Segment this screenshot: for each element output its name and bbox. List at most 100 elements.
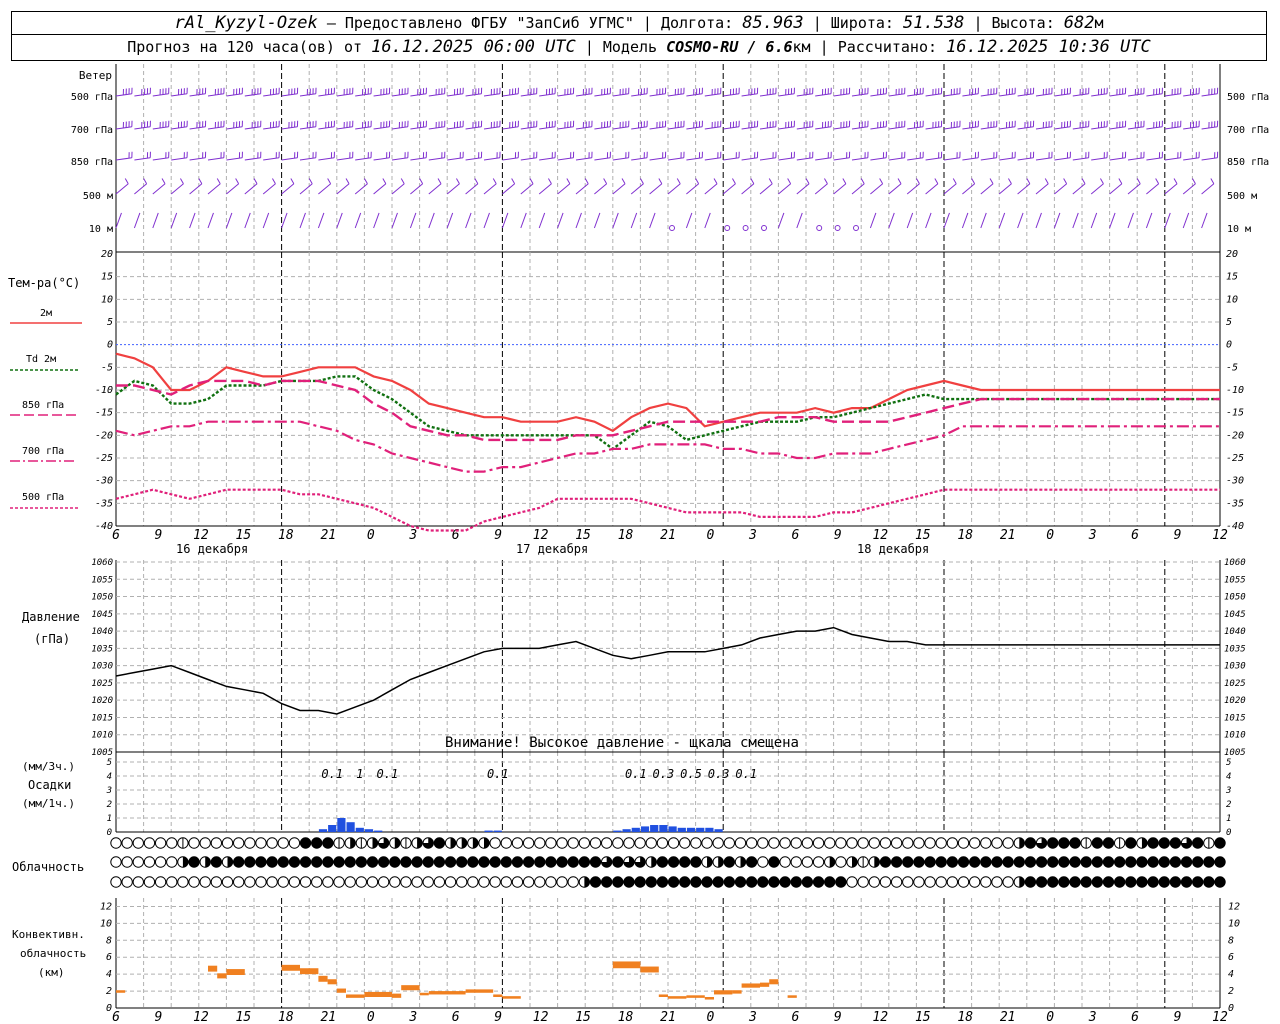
cloud-symbol bbox=[467, 856, 479, 868]
cloud-symbol bbox=[143, 876, 156, 888]
wind-barb bbox=[1054, 183, 1067, 195]
cloud-symbol bbox=[244, 856, 256, 868]
cloud-symbol bbox=[679, 876, 691, 888]
model-name: COSMO-RU / 6.6 bbox=[666, 38, 793, 56]
cloud-symbol-fill bbox=[378, 837, 389, 849]
y-tick-pressure: 1015 bbox=[91, 713, 113, 723]
y-tick-conv: 0 bbox=[106, 1003, 112, 1014]
conv-bar bbox=[787, 995, 797, 998]
wind-barb bbox=[336, 183, 350, 195]
cloud-symbol bbox=[890, 876, 903, 888]
legend-850: 850 гПа bbox=[22, 400, 64, 411]
cloud-symbol bbox=[1035, 856, 1048, 868]
conv-bar bbox=[281, 964, 300, 971]
precip-total-label: 0.5 bbox=[680, 767, 702, 781]
cloud-symbol bbox=[1058, 856, 1070, 868]
cloud-symbol bbox=[757, 876, 769, 888]
conv-bar bbox=[658, 994, 668, 997]
wind-feather bbox=[216, 178, 221, 184]
wind-level-500hpa: 500 гПа bbox=[71, 92, 113, 103]
precip-bar bbox=[631, 827, 640, 832]
wind-barb bbox=[759, 183, 773, 195]
cloud-symbol bbox=[1080, 856, 1092, 868]
series-t2m bbox=[115, 352, 1220, 433]
cloud-symbol bbox=[701, 837, 713, 849]
cloud-symbol bbox=[489, 876, 501, 888]
y-tick-precip: 1 bbox=[107, 814, 112, 824]
cloud-symbol bbox=[812, 856, 825, 868]
conv-bar bbox=[116, 990, 126, 993]
conv-title-2: облачность bbox=[20, 947, 86, 960]
forecast-label: Прогноз на 120 часа(ов) от bbox=[127, 38, 363, 56]
y-tick-temp-right: 20 bbox=[1226, 249, 1238, 260]
cloud-symbol bbox=[255, 837, 267, 849]
wind-barb bbox=[520, 212, 527, 229]
cloud-symbol bbox=[355, 856, 368, 868]
wind-barb bbox=[649, 183, 663, 195]
wind-barb bbox=[428, 212, 435, 229]
wind-barb bbox=[612, 212, 619, 229]
wind-barb bbox=[1053, 212, 1061, 229]
y-tick-temp: -40 bbox=[95, 521, 113, 532]
y-tick-temp-right: 0 bbox=[1226, 340, 1232, 351]
x-tick-temp: 15 bbox=[915, 528, 931, 543]
conv-bar bbox=[502, 996, 521, 999]
wind-barb bbox=[170, 212, 178, 229]
cloud-symbol bbox=[232, 837, 245, 849]
y-tick-pressure-right: 1030 bbox=[1224, 662, 1246, 672]
cloud-symbol bbox=[1203, 856, 1215, 868]
cloud-symbol bbox=[400, 876, 412, 888]
x-tick-temp: 21 bbox=[1000, 528, 1016, 543]
x-tick-conv: 15 bbox=[575, 1010, 591, 1024]
cloud-symbol bbox=[701, 876, 713, 888]
wind-barb bbox=[225, 212, 233, 229]
cloud-symbol-fill bbox=[852, 856, 858, 868]
x-tick-conv: 15 bbox=[915, 1010, 931, 1024]
wind-barb bbox=[391, 183, 405, 195]
wind-barb bbox=[281, 183, 295, 195]
wind-barb bbox=[888, 212, 895, 229]
wind-feather bbox=[529, 178, 534, 184]
cloud-symbol bbox=[1035, 876, 1048, 888]
cloud-symbol bbox=[690, 876, 702, 888]
y-tick-temp-right: -40 bbox=[1226, 521, 1244, 532]
wind-feather bbox=[934, 178, 939, 184]
cloud-symbol bbox=[232, 876, 245, 888]
wind-feather bbox=[419, 178, 424, 184]
x-tick-conv: 12 bbox=[1212, 1010, 1228, 1024]
cloud-symbol bbox=[545, 856, 557, 868]
wind-barb bbox=[317, 212, 325, 229]
y-tick-pressure-right: 1055 bbox=[1224, 575, 1246, 585]
wind-feather bbox=[253, 178, 258, 184]
cloud-symbol bbox=[1147, 876, 1159, 888]
cloud-symbol bbox=[991, 876, 1003, 888]
y-tick-precip-right: 2 bbox=[1226, 800, 1231, 810]
cloud-symbol bbox=[578, 837, 591, 849]
x-tick-conv: 21 bbox=[1000, 1010, 1016, 1024]
wind-barb bbox=[115, 212, 122, 229]
precip-bar bbox=[484, 830, 493, 832]
temperature-chart: -40 -40 -35 -35 -30 -30 -25 -25 -20 -20 -15 -15 -10 -… bbox=[95, 249, 1244, 532]
cloud-symbol bbox=[924, 856, 936, 868]
wind-barb bbox=[851, 183, 865, 195]
wind-barb bbox=[686, 183, 699, 195]
cloud-symbol bbox=[1047, 837, 1059, 849]
precipitation-chart: 0 0 1 1 2 2 3 3 4 4 5 5 0.1 1 0.1 0.1 0.1 0.3 0.5 0.3 0.1 bbox=[106, 758, 1232, 838]
wind-feather bbox=[474, 178, 479, 184]
calm-mark bbox=[853, 225, 859, 231]
precip-total-label: 0.1 bbox=[625, 767, 647, 781]
precip-total-label: 0.3 bbox=[708, 767, 730, 781]
y-tick-pressure-right: 1015 bbox=[1224, 713, 1246, 723]
cloud-symbol bbox=[232, 856, 245, 868]
y-tick-precip: 3 bbox=[106, 786, 112, 796]
wind-barb bbox=[1201, 212, 1208, 229]
wind-feather bbox=[897, 178, 902, 184]
cloud-symbol bbox=[366, 876, 379, 888]
cloud-symbol bbox=[935, 876, 947, 888]
wind-level-10m: 10 м bbox=[89, 224, 113, 235]
cloud-symbol bbox=[801, 876, 814, 888]
wind-barb bbox=[649, 212, 656, 229]
wind-barb bbox=[869, 212, 877, 229]
cloud-symbol bbox=[355, 876, 368, 888]
calc-time: 16.12.2025 10:36 UTC bbox=[946, 37, 1151, 57]
